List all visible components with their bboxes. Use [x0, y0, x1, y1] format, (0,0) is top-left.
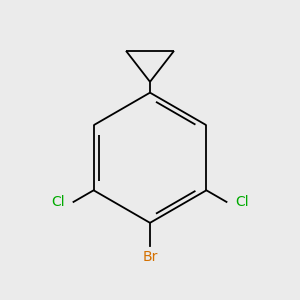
Text: Cl: Cl [235, 195, 249, 209]
Text: Cl: Cl [51, 195, 65, 209]
Text: Br: Br [142, 250, 158, 264]
